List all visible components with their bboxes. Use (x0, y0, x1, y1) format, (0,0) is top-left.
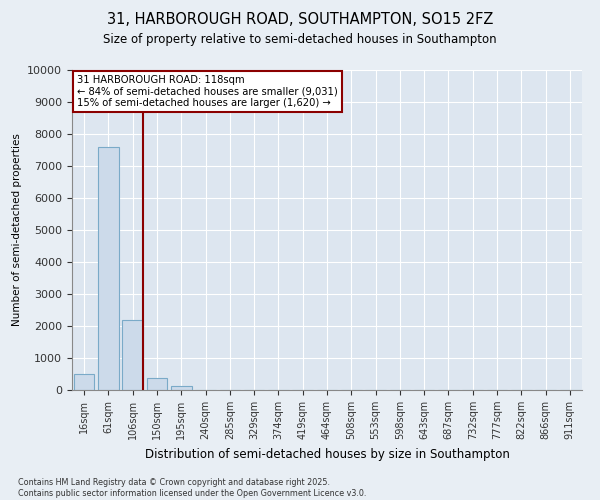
X-axis label: Distribution of semi-detached houses by size in Southampton: Distribution of semi-detached houses by … (145, 448, 509, 460)
Text: Contains HM Land Registry data © Crown copyright and database right 2025.
Contai: Contains HM Land Registry data © Crown c… (18, 478, 367, 498)
Text: 31 HARBOROUGH ROAD: 118sqm
← 84% of semi-detached houses are smaller (9,031)
15%: 31 HARBOROUGH ROAD: 118sqm ← 84% of semi… (77, 75, 338, 108)
Text: Size of property relative to semi-detached houses in Southampton: Size of property relative to semi-detach… (103, 32, 497, 46)
Text: 31, HARBOROUGH ROAD, SOUTHAMPTON, SO15 2FZ: 31, HARBOROUGH ROAD, SOUTHAMPTON, SO15 2… (107, 12, 493, 28)
Bar (122, 320, 143, 390)
Bar (98, 147, 119, 390)
Y-axis label: Number of semi-detached properties: Number of semi-detached properties (12, 134, 22, 326)
Bar (171, 386, 191, 390)
Bar (74, 374, 94, 390)
Bar (146, 378, 167, 390)
